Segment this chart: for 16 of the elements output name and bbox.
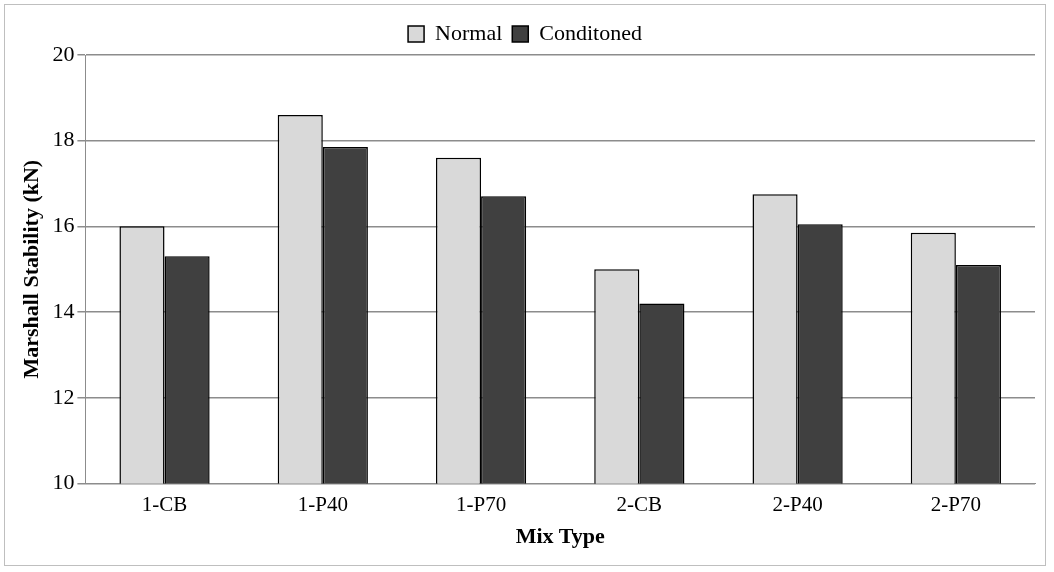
x-tick-label: 1-CB (141, 491, 188, 516)
y-tick-label: 18 (52, 126, 75, 152)
x-tick-label: 1-P40 (297, 491, 348, 516)
y-tick-label: 16 (52, 212, 75, 238)
x-tick-label: 1-P70 (455, 491, 507, 516)
y-axis-title: Marshall Stability (kN) (17, 159, 43, 379)
y-tick-label: 10 (52, 469, 75, 495)
legend-label: Conditoned (539, 19, 642, 45)
y-tick-label: 20 (52, 40, 75, 66)
x-tick-label: 2-P70 (930, 491, 981, 516)
y-tick-label: 12 (52, 383, 75, 409)
x-axis-title: Mix Type (515, 523, 605, 549)
x-tick-label: 2-CB (616, 491, 663, 516)
legend-label: Normal (435, 19, 503, 45)
x-tick-label: 2-P40 (772, 491, 823, 516)
y-tick-label: 14 (52, 297, 75, 323)
